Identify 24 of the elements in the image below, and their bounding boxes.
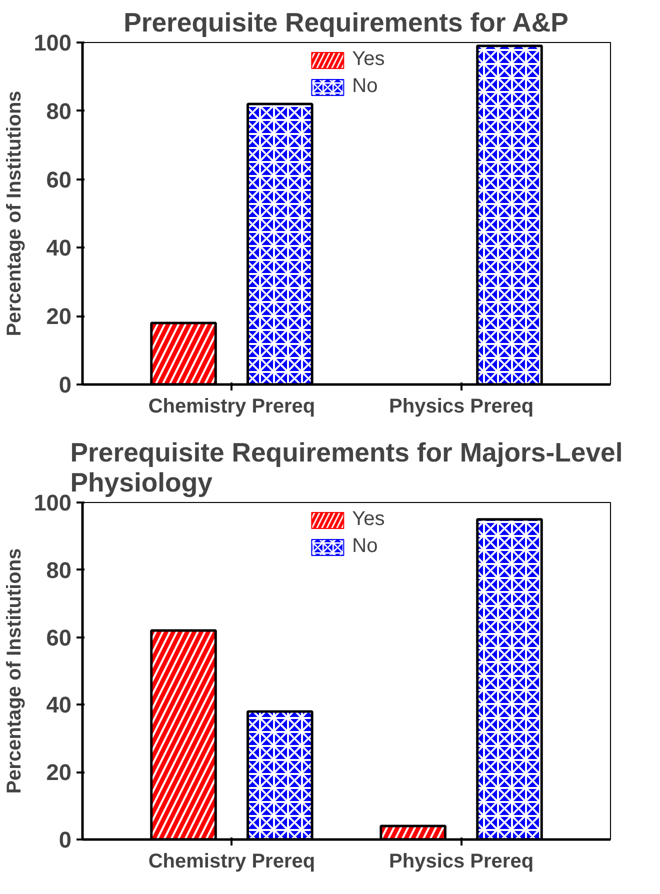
x-tick-label: Chemistry Prereq	[148, 396, 316, 418]
y-tick-label: 100	[34, 30, 72, 56]
x-tick-label: Chemistry Prereq	[148, 850, 316, 872]
x-tick-label: Physics Prereq	[389, 396, 534, 418]
y-tick-label: 20	[46, 759, 72, 786]
legend-label: Yes	[352, 508, 385, 531]
y-tick-label: 80	[46, 556, 72, 583]
y-tick-label: 40	[46, 692, 72, 718]
x-tick-label: Physics Prereq	[389, 850, 534, 872]
legend-label: No	[352, 535, 378, 558]
legend-label: Yes	[352, 48, 385, 71]
y-tick-label: 60	[46, 166, 72, 192]
y-tick-label: 20	[46, 303, 72, 330]
legend-label: No	[352, 75, 378, 98]
y-tick-label: 40	[46, 234, 72, 261]
y-tick-label: 60	[46, 624, 72, 650]
chart-title: Prerequisite Requirements for A&P	[124, 8, 568, 38]
y-tick-label: 100	[34, 490, 72, 516]
y-axis-title: Percentage of Institutions	[4, 90, 26, 336]
y-axis-title: Percentage of Institutions	[4, 548, 26, 794]
y-tick-label: 80	[46, 98, 72, 124]
y-tick-label: 0	[58, 826, 72, 852]
chart-title: Prerequisite Requirements for Majors-Level Physiology	[70, 438, 623, 498]
y-tick-label: 0	[58, 372, 72, 398]
